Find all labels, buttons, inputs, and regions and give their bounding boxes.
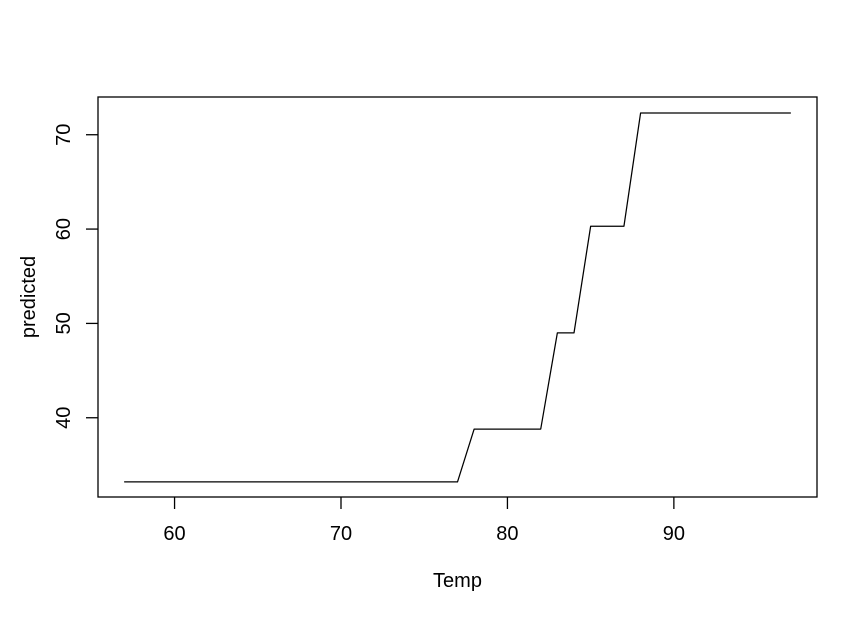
y-tick-label: 70 [53, 124, 75, 146]
x-tick-label: 60 [163, 523, 185, 545]
x-tick-label: 70 [330, 523, 352, 545]
x-axis-title: Temp [433, 570, 482, 592]
y-axis-title: predicted [18, 256, 40, 338]
plot-box [97, 96, 818, 498]
x-tick-label: 80 [496, 523, 518, 545]
y-tick-label: 60 [53, 218, 75, 240]
prediction-step-line [124, 112, 791, 483]
y-tick-label: 40 [53, 407, 75, 429]
x-tick-label: 90 [663, 523, 685, 545]
y-tick-label: 50 [53, 312, 75, 334]
